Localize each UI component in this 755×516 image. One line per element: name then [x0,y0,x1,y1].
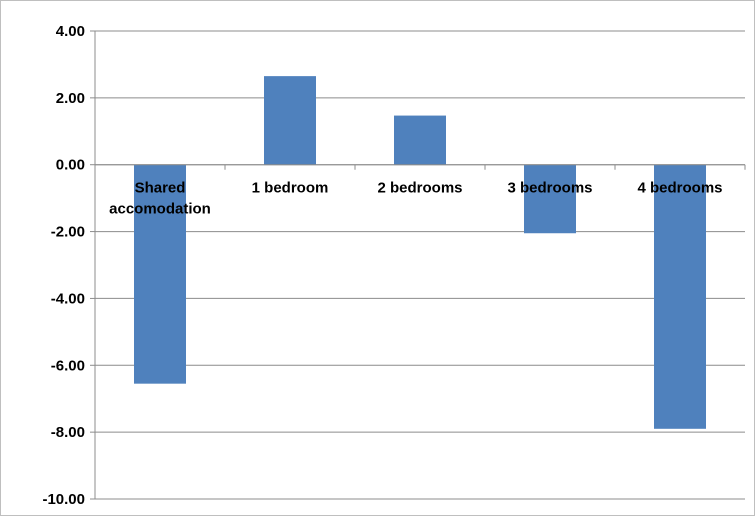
y-tick-label: 2.00 [56,90,85,107]
bar [654,164,706,429]
bar [134,164,186,384]
y-tick-label: -2.00 [51,224,85,241]
y-tick-label: 0.00 [56,157,85,174]
bar [264,76,316,165]
y-tick-label: -8.00 [51,424,85,441]
bar [394,115,446,165]
y-tick-label: 4.00 [56,23,85,40]
y-tick-label: -4.00 [51,290,85,307]
category-label: 3 bedrooms [507,180,592,197]
category-label: Shared accomodation [109,180,211,218]
y-tick-label: -10.00 [42,491,85,508]
category-label: 2 bedrooms [377,180,462,197]
category-label: 4 bedrooms [637,180,722,197]
bar [524,164,576,234]
category-label: 1 bedroom [252,180,329,197]
y-tick-label: -6.00 [51,357,85,374]
